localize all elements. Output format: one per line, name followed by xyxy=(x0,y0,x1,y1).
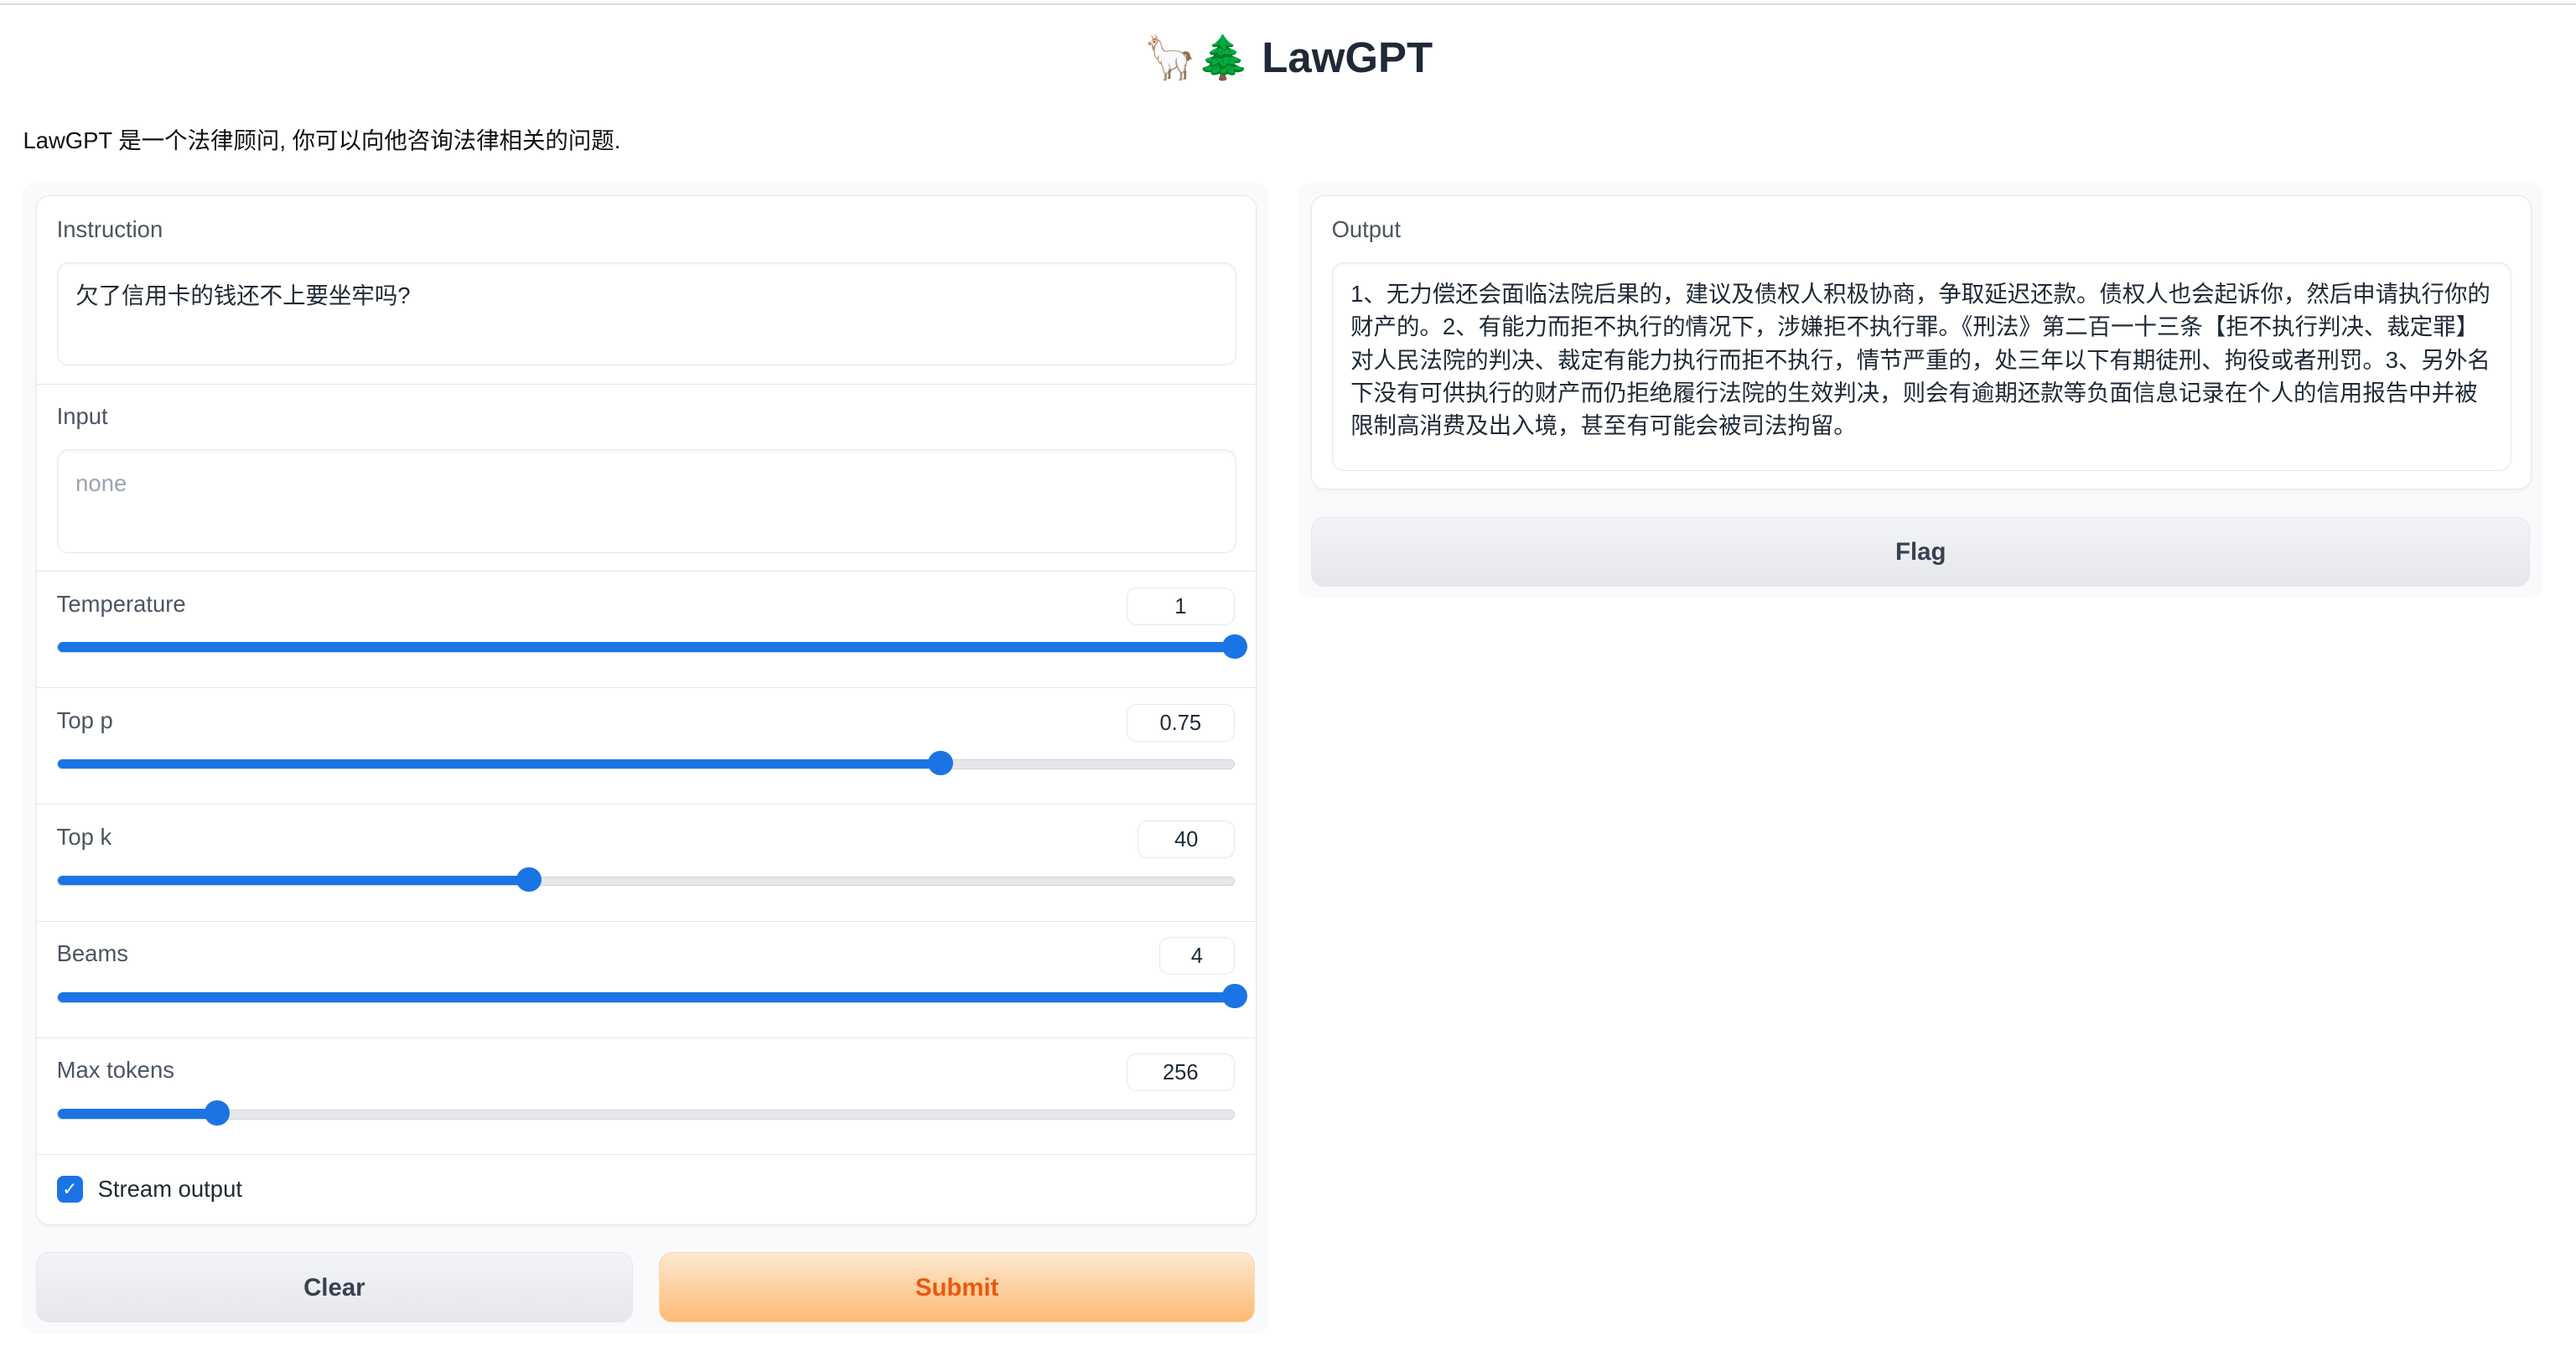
flag-button[interactable]: Flag xyxy=(1311,517,2531,587)
instruction-label: Instruction xyxy=(56,215,163,242)
stream-output-label: Stream output xyxy=(97,1176,242,1203)
submit-button[interactable]: Submit xyxy=(658,1251,1256,1322)
top-p-slider[interactable] xyxy=(56,750,1235,776)
temperature-number-input[interactable]: 1 xyxy=(1126,587,1235,625)
top-p-number-input[interactable]: 0.75 xyxy=(1126,703,1235,742)
top-k-label: Top k xyxy=(56,823,112,850)
top-p-label: Top p xyxy=(56,706,113,733)
beams-slider-section: Beams 4 xyxy=(37,921,1257,1038)
output-label: Output xyxy=(1331,215,1401,242)
temperature-slider-fill xyxy=(57,642,1234,653)
stream-output-checkbox-row[interactable]: ✓ Stream output xyxy=(56,1154,242,1224)
top-k-slider-section: Top k 40 xyxy=(37,804,1257,922)
input-card: Instruction 欠了信用卡的钱还不上要坐牢吗? Input none T… xyxy=(36,195,1257,1226)
beams-slider-thumb[interactable] xyxy=(1222,984,1247,1009)
title-text: LawGPT xyxy=(1262,34,1433,82)
temperature-slider-thumb[interactable] xyxy=(1222,634,1247,659)
beams-label: Beams xyxy=(56,940,129,967)
output-panel: Output 1、无力偿还会面临法院后果的，建议及债权人积极协商，争取延迟还款。… xyxy=(1298,182,2544,598)
instruction-textarea[interactable]: 欠了信用卡的钱还不上要坐牢吗? xyxy=(56,261,1236,366)
top-k-number-input[interactable]: 40 xyxy=(1138,820,1235,859)
beams-number-input[interactable]: 4 xyxy=(1158,937,1235,975)
beams-slider[interactable] xyxy=(56,984,1247,1009)
top-p-slider-fill xyxy=(57,758,941,769)
input-panel: Instruction 欠了信用卡的钱还不上要坐牢吗? Input none T… xyxy=(23,182,1269,1334)
beams-slider-fill xyxy=(57,991,1234,1002)
description: LawGPT 是一个法律顾问, 你可以向他咨询法律相关的问题. xyxy=(23,127,621,154)
temperature-label: Temperature xyxy=(56,590,186,617)
top-p-slider-section: Top p 0.75 xyxy=(37,687,1257,805)
max-tokens-slider-section: Max tokens 256 xyxy=(37,1038,1257,1155)
max-tokens-slider[interactable] xyxy=(56,1100,1235,1126)
output-card: Output 1、无力偿还会面临法院后果的，建议及债权人积极协商，争取延迟还款。… xyxy=(1311,195,2532,490)
temperature-slider[interactable] xyxy=(56,634,1247,659)
top-k-slider-thumb[interactable] xyxy=(516,867,542,893)
input-label: Input xyxy=(56,403,108,430)
max-tokens-slider-fill xyxy=(57,1109,217,1119)
instruction-section: Instruction 欠了信用卡的钱还不上要坐牢吗? xyxy=(37,196,1257,385)
clear-button[interactable]: Clear xyxy=(36,1251,633,1322)
top-k-slider[interactable] xyxy=(56,867,1235,893)
llama-tree-emoji-icon: 🦙🌲 xyxy=(1143,34,1251,82)
output-textarea[interactable]: 1、无力偿还会面临法院后果的，建议及债权人积极协商，争取延迟还款。债权人也会起诉… xyxy=(1331,261,2511,471)
temperature-slider-section: Temperature 1 xyxy=(37,571,1257,689)
page-title: 🦙🌲 LawGPT xyxy=(0,33,2576,83)
top-divider xyxy=(0,3,2576,5)
top-p-slider-thumb[interactable] xyxy=(928,750,953,776)
input-textarea[interactable]: none xyxy=(56,449,1236,553)
max-tokens-label: Max tokens xyxy=(56,1057,174,1084)
max-tokens-slider-thumb[interactable] xyxy=(205,1100,230,1126)
max-tokens-number-input[interactable]: 256 xyxy=(1126,1053,1235,1092)
input-section: Input none xyxy=(37,384,1257,572)
top-k-slider-fill xyxy=(57,875,528,886)
checkbox-checked-icon[interactable]: ✓ xyxy=(56,1176,83,1203)
